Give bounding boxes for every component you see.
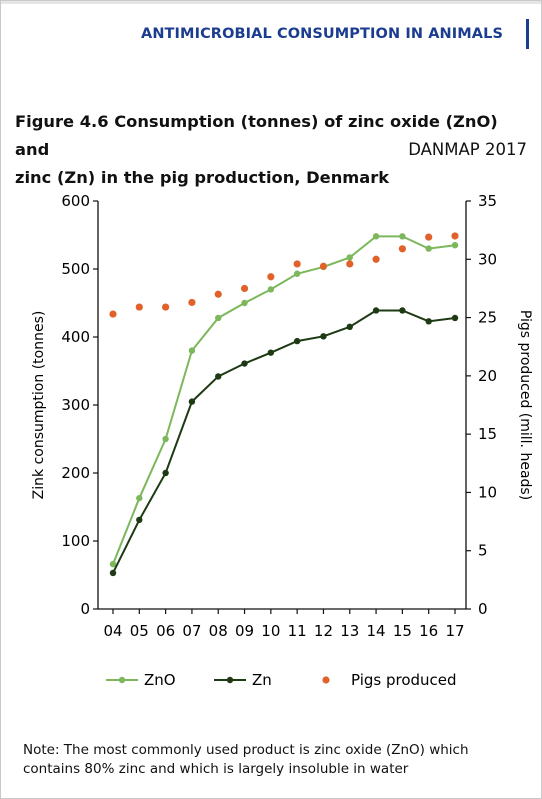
header-accent-bar xyxy=(526,19,529,49)
series-2-point xyxy=(214,290,222,298)
series-1-point xyxy=(320,333,327,340)
y-tick-label-left: 600 xyxy=(61,192,90,210)
y-axis-title-right: Pigs produced (mill. heads) xyxy=(517,310,533,500)
series-2-point xyxy=(135,303,143,311)
series-1-point xyxy=(451,314,459,322)
series-0-point xyxy=(188,347,196,354)
note-line2: contains 80% zinc and which is largely i… xyxy=(23,761,409,777)
series-2-point xyxy=(240,284,249,293)
y-tick-label-right: 5 xyxy=(478,542,488,560)
figure-title-line2: zinc (Zn) in the pig production, Denmark xyxy=(15,168,390,187)
series-1-point xyxy=(425,318,432,325)
y-tick-label-left: 200 xyxy=(61,464,90,482)
series-2-point xyxy=(398,245,406,253)
series-1-point xyxy=(109,569,117,577)
figure-title: Figure 4.6 Consumption (tonnes) of zinc … xyxy=(15,108,535,192)
y-tick-label-right: 10 xyxy=(478,483,497,501)
series-0-point xyxy=(293,270,301,277)
series-2-point xyxy=(293,260,301,268)
series-1-point xyxy=(293,337,301,345)
x-tick-label: 06 xyxy=(156,622,175,640)
series-line-0 xyxy=(112,235,456,565)
series-1-point xyxy=(136,516,143,524)
figure-title-line1: Figure 4.6 Consumption (tonnes) of zinc … xyxy=(15,112,498,159)
series-2-point xyxy=(319,262,328,270)
legend-marker-2 xyxy=(322,676,330,684)
series-0-point xyxy=(372,233,380,240)
legend-label-1: Zn xyxy=(252,671,272,689)
chart-marks xyxy=(109,232,459,577)
x-tick-label: 07 xyxy=(182,622,201,640)
series-2-point xyxy=(109,310,117,318)
y-tick-label-right: 20 xyxy=(478,367,497,385)
series-0-point xyxy=(346,254,353,261)
series-0-point xyxy=(267,286,275,293)
series-0-point xyxy=(399,233,406,240)
x-tick-label: 05 xyxy=(130,622,149,640)
chart-legend: ZnO Zn Pigs produced xyxy=(106,671,457,689)
x-tick-label: 14 xyxy=(367,622,386,640)
y-tick-label-right: 25 xyxy=(478,309,497,327)
series-2-point xyxy=(188,298,196,307)
series-2-point xyxy=(425,233,433,241)
x-tick-label: 09 xyxy=(235,622,254,640)
series-0-point xyxy=(425,245,432,252)
note-line1: Note: The most commonly used product is … xyxy=(23,742,469,758)
x-tick-label: 10 xyxy=(261,622,280,640)
top-shadow xyxy=(1,1,541,4)
series-2-point xyxy=(162,303,170,311)
series-1-point xyxy=(346,323,353,330)
series-line-1 xyxy=(112,309,456,574)
y-tick-label-left: 0 xyxy=(80,600,90,618)
y-tick-label-left: 500 xyxy=(61,260,90,278)
series-0-point xyxy=(451,242,459,249)
y-tick-label-left: 300 xyxy=(61,396,90,414)
x-tick-label: 16 xyxy=(419,622,438,640)
y-tick-label-right: 30 xyxy=(478,250,497,268)
x-tick-label: 04 xyxy=(103,622,122,640)
y-tick-label-right: 15 xyxy=(478,425,497,443)
x-tick-label: 17 xyxy=(445,622,464,640)
legend-marker-0 xyxy=(118,676,126,684)
x-tick-label: 08 xyxy=(209,622,228,640)
x-tick-label: 15 xyxy=(393,622,412,640)
series-0-point xyxy=(136,494,143,502)
series-0-point xyxy=(241,299,248,307)
series-0-point xyxy=(215,314,222,322)
figure-note: Note: The most commonly used product is … xyxy=(23,741,523,779)
x-tick-label: 12 xyxy=(314,622,333,640)
series-2-point xyxy=(346,260,354,268)
series-1-point xyxy=(162,469,169,477)
series-1-point xyxy=(241,360,248,367)
series-1-point xyxy=(188,398,196,405)
y-tick-label-right: 0 xyxy=(478,600,488,618)
x-tick-label: 13 xyxy=(340,622,359,640)
y-axis-title-left: Zink consumption (tonnes) xyxy=(31,311,47,500)
legend-label-0: ZnO xyxy=(144,671,176,689)
series-0-point xyxy=(109,560,117,568)
series-1-point xyxy=(399,307,406,314)
series-2-point xyxy=(451,232,459,240)
series-1-point xyxy=(215,373,222,380)
figure-source: DANMAP 2017 xyxy=(408,140,527,159)
series-1-point xyxy=(267,349,275,356)
series-2-point xyxy=(372,255,380,263)
series-1-point xyxy=(372,307,380,314)
series-2-point xyxy=(267,273,275,281)
x-tick-label: 11 xyxy=(288,622,307,640)
y-tick-label-left: 100 xyxy=(61,532,90,550)
legend-marker-1 xyxy=(226,676,234,684)
y-tick-label-right: 35 xyxy=(478,192,497,210)
section-header: ANTIMICROBIAL CONSUMPTION IN ANIMALS xyxy=(141,26,503,42)
legend-label-2: Pigs produced xyxy=(351,671,457,689)
series-0-point xyxy=(162,435,169,443)
y-tick-label-left: 400 xyxy=(61,328,90,346)
